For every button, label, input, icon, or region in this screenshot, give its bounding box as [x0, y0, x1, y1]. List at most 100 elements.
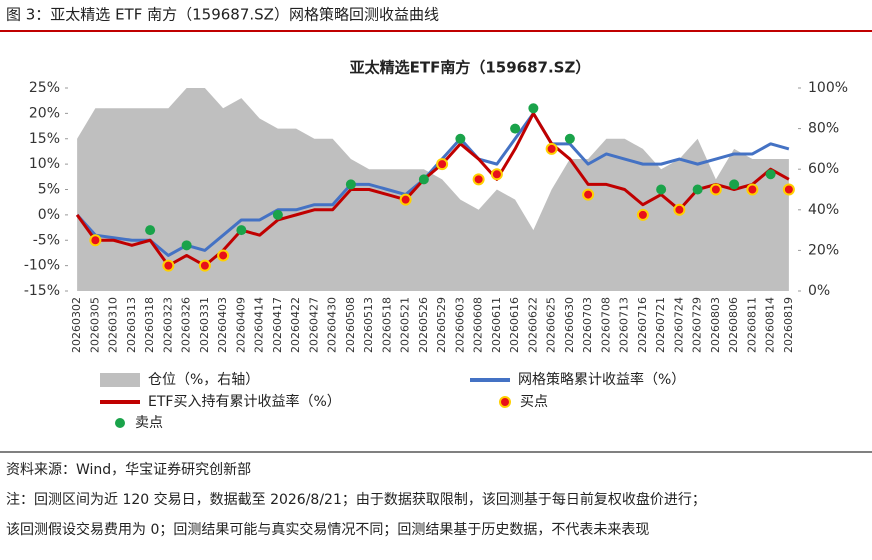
x-tick-label: 20260326	[180, 297, 193, 353]
x-tick-label: 20260302	[70, 297, 83, 353]
trade-point	[455, 133, 466, 144]
legend-swatch	[100, 373, 140, 387]
x-tick-label: 20260708	[599, 297, 612, 353]
y2-tick-label: 40%	[808, 202, 839, 218]
legend-swatch	[115, 418, 125, 428]
y-tick-label: 25%	[29, 80, 60, 96]
trade-point	[162, 259, 175, 272]
y-tick-label: -15%	[24, 283, 60, 299]
note: 注：回测区间为近 120 交易日，数据截至 2026/8/21；由于数据获取限制…	[6, 491, 706, 508]
x-tick-label: 20260529	[435, 297, 448, 353]
x-tick-label: 20260310	[107, 297, 120, 353]
x-tick-label: 20260518	[380, 297, 393, 353]
y-tick-label: 20%	[29, 105, 60, 121]
position-area	[77, 88, 789, 291]
trade-point	[673, 203, 686, 216]
trade-point	[181, 240, 192, 251]
x-tick-label: 20260430	[326, 297, 339, 353]
x-tick-label: 20260622	[526, 297, 539, 353]
trade-point	[399, 193, 412, 206]
x-tick-label: 20260716	[636, 297, 649, 353]
trade-point	[656, 184, 667, 195]
y-tick-label: -5%	[33, 232, 60, 248]
trade-point	[545, 142, 558, 155]
legend-label: 卖点	[135, 415, 163, 431]
x-tick-label: 20260305	[88, 297, 101, 353]
trade-point	[765, 169, 776, 180]
trade-point	[217, 249, 230, 262]
x-tick-label: 20260811	[745, 297, 758, 353]
chart-title: 亚太精选ETF南方（159687.SZ）	[350, 59, 591, 77]
x-tick-label: 20260513	[362, 297, 375, 353]
trade-point	[564, 133, 575, 144]
x-tick-label: 20260630	[563, 297, 576, 353]
x-tick-label: 20260806	[727, 297, 740, 353]
line	[75, 111, 790, 268]
x-tick-label: 20260422	[289, 297, 302, 353]
x-tick-label: 20260414	[253, 297, 266, 353]
legend-label: ETF买入持有累计收益率（%）	[148, 393, 341, 410]
x-tick-label: 20260323	[161, 297, 174, 353]
x-tick-label: 20260803	[709, 297, 722, 353]
legend-label: 仓位（%，右轴）	[148, 372, 259, 388]
x-tick-label: 20260313	[125, 297, 138, 353]
line	[76, 111, 790, 257]
trade-point	[692, 184, 703, 195]
x-tick-label: 20260331	[198, 297, 211, 353]
trade-point	[510, 123, 521, 134]
x-tick-label: 20260729	[691, 297, 704, 353]
x-tick-label: 20260616	[508, 297, 521, 353]
legend-label: 网格策略累计收益率（%）	[518, 371, 685, 388]
x-tick-label: 20260603	[453, 297, 466, 353]
trade-point	[418, 174, 429, 185]
x-tick-label: 20260814	[764, 297, 777, 353]
trade-point	[782, 183, 795, 196]
x-tick-label: 20260724	[672, 297, 685, 353]
y-tick-label: 0%	[38, 207, 60, 223]
trade-point	[490, 168, 503, 181]
trade-point	[636, 208, 649, 221]
y-tick-label: 5%	[38, 182, 60, 198]
x-tick-label: 20260611	[490, 297, 503, 353]
trade-point	[145, 225, 156, 236]
x-tick-label: 20260409	[234, 297, 247, 353]
x-tick-label: 20260403	[216, 297, 229, 353]
legend-swatch	[499, 396, 511, 408]
x-tick-label: 20260608	[472, 297, 485, 353]
x-tick-label: 20260427	[307, 297, 320, 353]
y-tick-label: -10%	[24, 258, 60, 274]
x-tick-label: 20260819	[782, 297, 795, 353]
trade-point	[746, 183, 759, 196]
y2-tick-label: 80%	[808, 121, 839, 137]
trade-point	[472, 173, 485, 186]
trade-point	[198, 259, 211, 272]
trade-point	[729, 179, 740, 190]
x-tick-label: 20260521	[399, 297, 412, 353]
y2-tick-label: 20%	[808, 242, 839, 258]
trade-point	[582, 188, 595, 201]
trade-point	[709, 183, 722, 196]
trade-point	[272, 209, 283, 220]
legend-label: 买点	[520, 394, 548, 410]
plot: -15% -10% -5% 0% 5% 10% 15% 20% 25% 0% 20% 40% 60% 80…	[24, 80, 848, 431]
y2-tick-label: 100%	[808, 80, 848, 96]
trade-point	[236, 225, 247, 236]
y2-tick-label: 0%	[808, 283, 830, 299]
trade-point	[89, 234, 102, 247]
x-tick-label: 20260508	[344, 297, 357, 353]
note: 该回测假设交易费用为 0；回测结果可能与真实交易情况不同；回测结果基于历史数据，…	[6, 521, 649, 538]
x-tick-label: 20260721	[654, 297, 667, 353]
trade-point	[345, 179, 356, 190]
y-tick-label: 15%	[29, 131, 60, 147]
y-tick-label: 10%	[29, 156, 60, 172]
x-tick-label: 20260526	[417, 297, 430, 353]
x-tick-label: 20260703	[581, 297, 594, 353]
trade-point	[436, 158, 449, 171]
y2-tick-label: 60%	[808, 161, 839, 177]
x-tick-label: 20260417	[271, 297, 284, 353]
x-tick-label: 20260625	[545, 297, 558, 353]
source: 资料来源：Wind，华宝证券研究创新部	[6, 462, 251, 478]
header-title: 图 3：亚太精选 ETF 南方（159687.SZ）网格策略回测收益曲线	[6, 6, 439, 24]
trade-point	[528, 103, 539, 114]
